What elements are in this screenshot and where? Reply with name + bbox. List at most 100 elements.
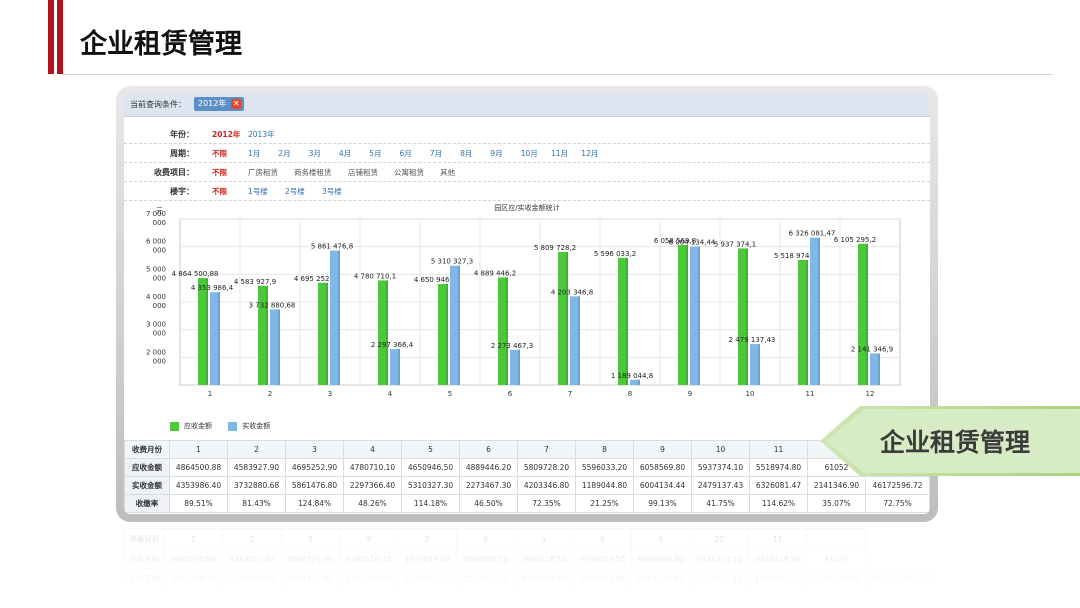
filter-option[interactable]: 10月 <box>520 149 538 158</box>
table-cell: 6 <box>459 440 518 459</box>
filter-option[interactable]: 4月 <box>338 149 352 158</box>
x-tick-label: 8 <box>628 390 632 398</box>
bar-received <box>390 349 400 385</box>
table-cell: 35.07% <box>807 494 866 513</box>
filter-label: 年份： <box>170 130 194 139</box>
filter-row: 收费项目： 不限 厂房租赁 商务楼租赁 店铺租赁 公寓租赁 其他 <box>124 162 930 182</box>
data-label: 4 695 252,9 <box>294 275 336 283</box>
bar-shade <box>338 250 340 385</box>
x-tick-label: 10 <box>746 390 755 398</box>
legend-swatch-green <box>170 421 179 431</box>
table-cell: 124.84% <box>285 494 344 513</box>
condition-chip-year[interactable]: 2012年 ✕ <box>194 97 245 111</box>
bar-received <box>270 309 280 385</box>
table-cell: 6004134.44 <box>633 476 692 495</box>
bar-shade <box>626 257 628 385</box>
filter-option[interactable]: 其他 <box>440 168 455 177</box>
y-tick-label: 2 000 <box>146 348 166 356</box>
row-header: 实收金额 <box>124 476 170 495</box>
legend-item-receivable: 应收金额 <box>170 421 212 431</box>
filter-label: 周期： <box>170 149 194 158</box>
filter-option[interactable]: 7月 <box>429 149 443 158</box>
filter-option[interactable]: 店铺租赁 <box>348 168 378 177</box>
filter-option[interactable]: 2012年 <box>212 130 241 139</box>
table-cell: 2273467.30 <box>459 476 518 495</box>
filter-option[interactable]: 不限 <box>212 149 227 158</box>
table-cell: 72.75% <box>865 494 930 513</box>
filter-option[interactable]: 5月 <box>369 149 382 158</box>
table-cell: 5861476.80 <box>285 476 344 495</box>
bar-received <box>210 292 220 385</box>
y-tick-label: 4 000 <box>146 293 166 301</box>
table-cell: 89.51% <box>169 494 228 513</box>
query-condition-label: 当前查询条件： <box>130 100 186 109</box>
table-cell: 5310327.30 <box>401 476 460 495</box>
table-cell: 46172596.72 <box>865 476 930 495</box>
filter-option[interactable]: 不限 <box>212 187 227 196</box>
data-label: 5 596 033,2 <box>594 250 636 258</box>
x-tick-label: 5 <box>448 390 452 398</box>
table-cell: 4353986.40 <box>169 476 228 495</box>
y-tick-label: 000 <box>153 219 166 227</box>
section-tag-shape <box>820 406 1080 476</box>
data-label: 5 809 728,2 <box>534 244 576 252</box>
filter-option[interactable]: 厂房租赁 <box>248 168 278 177</box>
legend-swatch-blue <box>228 421 238 431</box>
bar-shade <box>698 246 700 385</box>
data-label: 5 518 974,8 <box>774 252 816 260</box>
y-tick-label: 000 <box>153 247 166 255</box>
table-cell: 5809728.20 <box>517 458 576 477</box>
table-cell: 9 <box>633 440 692 459</box>
filter-option[interactable]: 11月 <box>551 149 569 158</box>
bar-receivable <box>858 243 868 385</box>
x-tick-label: 6 <box>508 390 513 398</box>
filter-option[interactable]: 商务楼租赁 <box>294 168 332 177</box>
bar-shade <box>506 277 508 385</box>
table-cell: 6326081.47 <box>749 476 808 495</box>
table-cell: 3 <box>285 440 344 459</box>
table-cell: 46.50% <box>459 494 518 513</box>
filter-option[interactable]: 不限 <box>212 168 227 177</box>
filter-option[interactable]: 9月 <box>490 149 503 158</box>
filter-option[interactable]: 3号楼 <box>322 187 342 196</box>
filter-option[interactable]: 3月 <box>308 149 321 158</box>
bar-receivable <box>318 282 328 385</box>
close-icon[interactable]: ✕ <box>231 99 242 109</box>
legend-item-received: 实收金额 <box>228 421 270 431</box>
filter-option[interactable]: 1月 <box>248 149 261 158</box>
filter-option[interactable]: 12月 <box>581 149 599 158</box>
table-cell: 4695252.90 <box>285 458 344 477</box>
filter-label: 楼宇： <box>170 187 194 196</box>
data-label: 5 861 476,8 <box>311 242 353 250</box>
bar-shade <box>638 379 640 385</box>
x-tick-label: 1 <box>208 390 212 398</box>
filter-option[interactable]: 公寓租赁 <box>394 168 424 177</box>
bar-received <box>450 265 460 385</box>
filter-label: 收费项目： <box>154 168 194 177</box>
table-cell: 2479137.43 <box>691 476 750 495</box>
filter-option[interactable]: 8月 <box>460 149 473 158</box>
data-label: 2 297 366,4 <box>371 341 414 349</box>
bar-shade <box>566 251 568 385</box>
table-cell: 2 <box>227 440 286 459</box>
title-accent-bar <box>48 0 54 74</box>
x-tick-label: 12 <box>866 390 875 398</box>
filter-option[interactable]: 1号楼 <box>248 187 268 196</box>
table-cell: 1189044.80 <box>575 476 634 495</box>
filter-option[interactable]: 2月 <box>278 149 291 158</box>
bar-received <box>870 353 880 385</box>
bar-shade <box>386 280 388 385</box>
filter-option[interactable]: 2号楼 <box>285 187 305 196</box>
table-cell: 21.25% <box>575 494 634 513</box>
filter-option[interactable]: 2013年 <box>248 130 275 139</box>
table-cell: 48.26% <box>343 494 402 513</box>
bar-shade <box>206 278 208 385</box>
table-cell: 41.75% <box>691 494 750 513</box>
bar-shade <box>746 248 748 385</box>
row-header: 应收金额 <box>124 458 170 477</box>
table-cell: 5937374.10 <box>691 458 750 477</box>
filter-option[interactable]: 6月 <box>399 149 412 158</box>
filter-row: 周期： 不限 1月 2月 3月 4月 5月 6月 7月 8月 9月 10月 11月 12月 <box>124 143 930 163</box>
query-condition-bar: 当前查询条件： 2012年 ✕ <box>124 94 930 117</box>
